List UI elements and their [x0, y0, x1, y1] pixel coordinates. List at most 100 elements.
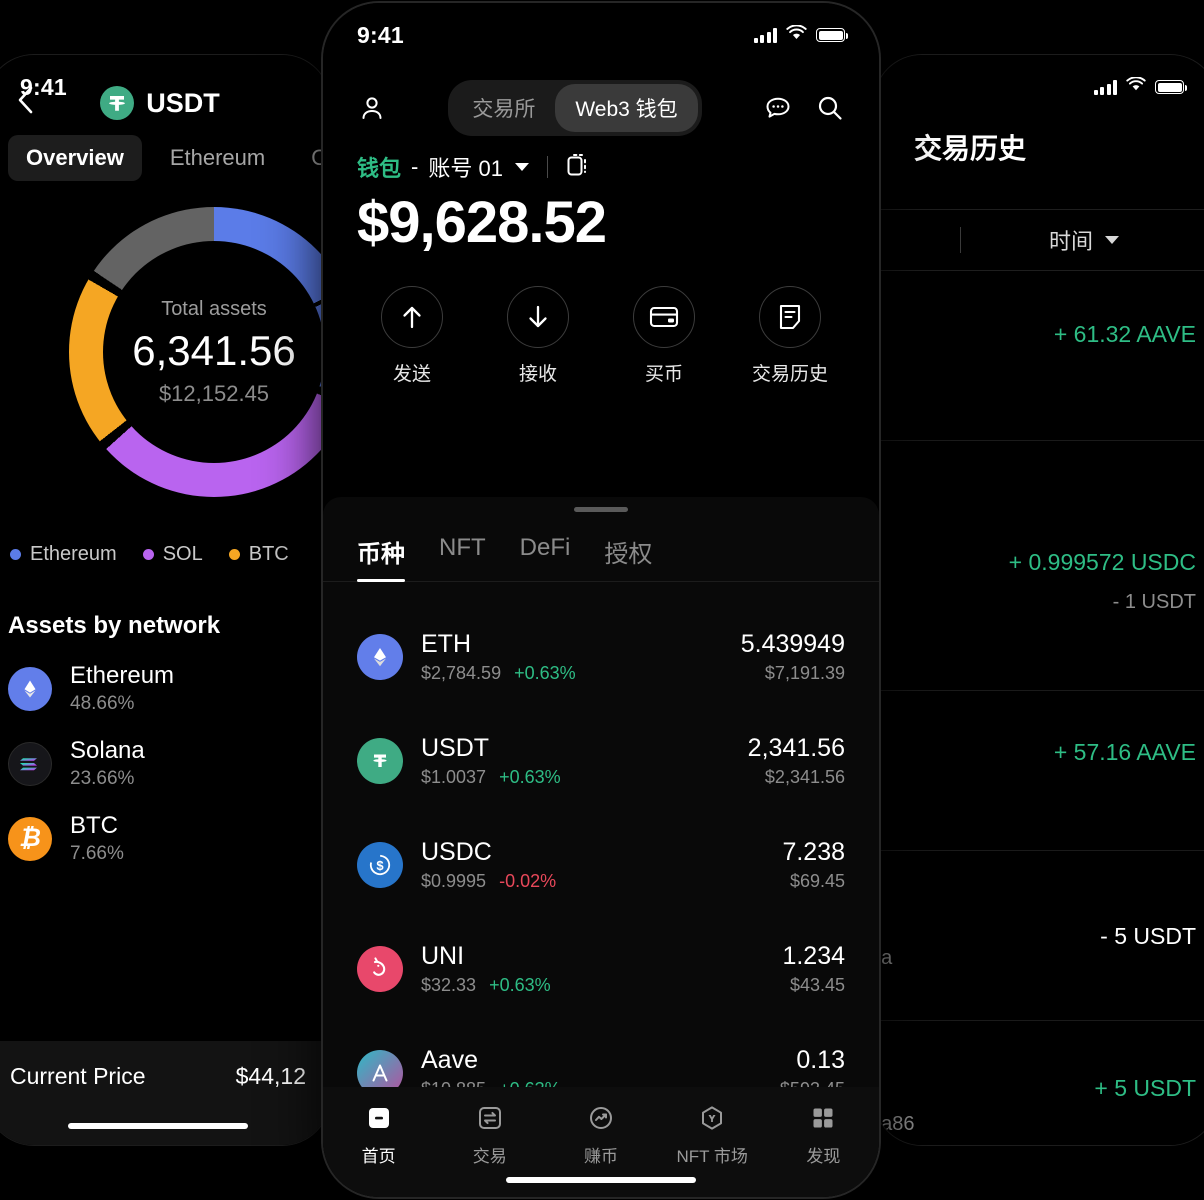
assets-by-network-title: Assets by network: [8, 612, 221, 639]
transaction-row[interactable]: - 5 USDT 0a: [874, 851, 1204, 1021]
network-pct: 23.66%: [70, 768, 135, 789]
mode-segmented-control: 交易所 Web3 钱包: [448, 80, 702, 136]
action-label: 交易历史: [751, 364, 828, 385]
left-status-bar: 9:41: [0, 55, 330, 119]
nav-item-nft-market[interactable]: NFT 市场: [657, 1101, 768, 1167]
token-balance: 5.439949 $7,191.39: [741, 630, 845, 685]
center-status-bar: 9:41: [323, 3, 879, 67]
legend-item-sol: SOL: [142, 543, 203, 566]
copy-icon[interactable]: [566, 152, 590, 183]
token-amount: 1.234: [782, 941, 845, 970]
usdt-icon: [357, 738, 403, 784]
transaction-filter-bar: 时间: [874, 209, 1204, 271]
network-row-solana[interactable]: Solana 23.66%: [0, 715, 330, 790]
token-row-eth[interactable]: ETH $2,784.59 +0.63% 5.439949 $7,191.39: [323, 605, 879, 709]
nav-item-home[interactable]: 首页: [323, 1101, 434, 1167]
token-balance: 7.238 $69.45: [782, 838, 845, 893]
discover-icon: [809, 1101, 837, 1135]
token-info: UNI $32.33 +0.63%: [421, 942, 782, 997]
chevron-down-icon: [514, 163, 529, 171]
segment-web3-wallet[interactable]: Web3 钱包: [555, 84, 698, 132]
usdc-icon: $: [357, 842, 403, 888]
center-phone-frame: 9:41 交易所 Web3 钱包: [323, 3, 879, 1197]
page-title: USDT: [100, 86, 234, 120]
signal-icon: [1093, 79, 1117, 95]
token-price: $32.33: [421, 975, 477, 996]
token-symbol: ETH: [421, 629, 471, 658]
tab-approve[interactable]: 授权: [604, 541, 653, 568]
tab-ethereum[interactable]: Ethereum: [169, 145, 266, 170]
wallet-balance: $9,628.52: [357, 190, 607, 255]
wallet-account: 账号 01: [428, 156, 503, 181]
action-buy[interactable]: 买币: [619, 286, 709, 386]
token-info: USDT $1.0037 +0.63%: [421, 734, 748, 789]
network-row-ethereum[interactable]: Ethereum 48.66%: [0, 640, 330, 715]
battery-icon: [1155, 80, 1187, 94]
tab-overview[interactable]: Overview: [8, 135, 142, 181]
search-icon[interactable]: [815, 93, 845, 123]
status-icons: [753, 23, 848, 46]
token-row-usdc[interactable]: $ USDC $0.9995 -0.02% 7.238 $69.45: [323, 813, 879, 917]
nav-item-earn[interactable]: 赚币: [545, 1101, 656, 1167]
assets-donut-chart: Total assets 6,341.56 $12,152.45: [0, 207, 330, 537]
legend-label: SOL: [162, 543, 203, 565]
arrow-down-icon: [507, 286, 569, 348]
right-phone-screen: 交易历史 时间 + 61.32 AAVE ) + 0.999572 USDC -…: [874, 55, 1204, 1145]
header-actions: [763, 93, 845, 123]
token-balance: 2,341.56 $2,341.56: [748, 734, 845, 789]
left-phone-frame: 9:41 USDT Overview Ethereum O: [0, 55, 330, 1145]
right-phone-frame: 交易历史 时间 + 61.32 AAVE ) + 0.999572 USDC -…: [874, 55, 1204, 1145]
current-price-label: Current Price: [10, 1063, 146, 1089]
assets-sheet: 币种 NFT DeFi 授权 ETH $2,784.59: [323, 497, 879, 1197]
left-tabs: Overview Ethereum O: [0, 129, 330, 181]
transaction-address-fragment: ba86: [874, 1113, 915, 1135]
token-change: -0.02%: [499, 871, 557, 892]
wallet-selector[interactable]: 钱包 - 账号 01: [323, 137, 879, 183]
token-value: $43.45: [789, 975, 845, 996]
token-price-row: $32.33 +0.63%: [421, 975, 782, 996]
legend-item-ethereum: Ethereum: [10, 543, 117, 566]
tab-nft[interactable]: NFT: [439, 534, 486, 561]
wallet-dash: -: [411, 154, 419, 179]
action-send[interactable]: 发送: [367, 286, 457, 386]
segment-exchange[interactable]: 交易所: [472, 98, 536, 121]
transaction-row[interactable]: + 57.16 AAVE: [874, 691, 1204, 851]
legend-dot-icon: [142, 549, 154, 560]
transaction-row[interactable]: + 0.999572 USDC - 1 USDT c: [874, 441, 1204, 691]
action-history[interactable]: 交易历史: [745, 286, 835, 386]
action-receive[interactable]: 接收: [493, 286, 583, 386]
chat-bubble-icon[interactable]: [763, 93, 793, 123]
wallet-actions: 发送 接收 买币: [323, 256, 879, 386]
sheet-grabber[interactable]: [574, 507, 628, 512]
token-info: ETH $2,784.59 +0.63%: [421, 630, 741, 685]
status-icons: [1093, 76, 1187, 97]
token-change: +0.63%: [514, 663, 576, 684]
earn-icon: [587, 1101, 615, 1135]
status-time: 9:41: [357, 21, 404, 48]
home-indicator: [506, 1177, 696, 1183]
transaction-amount: + 61.32 AAVE: [1053, 321, 1196, 347]
donut-center-labels: Total assets 6,341.56 $12,152.45: [69, 207, 330, 497]
transaction-row[interactable]: + 61.32 AAVE ): [874, 271, 1204, 441]
legend-label: Ethereum: [30, 543, 117, 565]
chevron-left-icon[interactable]: [16, 85, 34, 121]
person-icon[interactable]: [357, 93, 387, 123]
btc-icon: ₿: [8, 816, 52, 861]
page-title-text: USDT: [146, 87, 220, 118]
tab-tokens[interactable]: 币种: [357, 534, 405, 582]
transaction-row[interactable]: + 5 USDT ba86: [874, 1021, 1204, 1145]
svg-text:$: $: [376, 858, 384, 873]
token-value: $7,191.39: [764, 663, 845, 684]
transaction-sub-amount: - 1 USDT: [1112, 591, 1196, 613]
tab-defi[interactable]: DeFi: [519, 534, 571, 561]
token-row-uni[interactable]: UNI $32.33 +0.63% 1.234 $43.45: [323, 917, 879, 1021]
swap-icon: [476, 1101, 504, 1135]
nav-item-discover[interactable]: 发现: [768, 1101, 879, 1167]
caret-down-icon: [1105, 236, 1120, 244]
home-icon: [365, 1101, 393, 1135]
solana-icon: [8, 741, 52, 786]
token-row-usdt[interactable]: USDT $1.0037 +0.63% 2,341.56 $2,341.56: [323, 709, 879, 813]
nav-item-trade[interactable]: 交易: [434, 1101, 545, 1167]
network-row-btc[interactable]: ₿ BTC 7.66%: [0, 790, 330, 865]
filter-time[interactable]: 时间: [1049, 224, 1120, 256]
